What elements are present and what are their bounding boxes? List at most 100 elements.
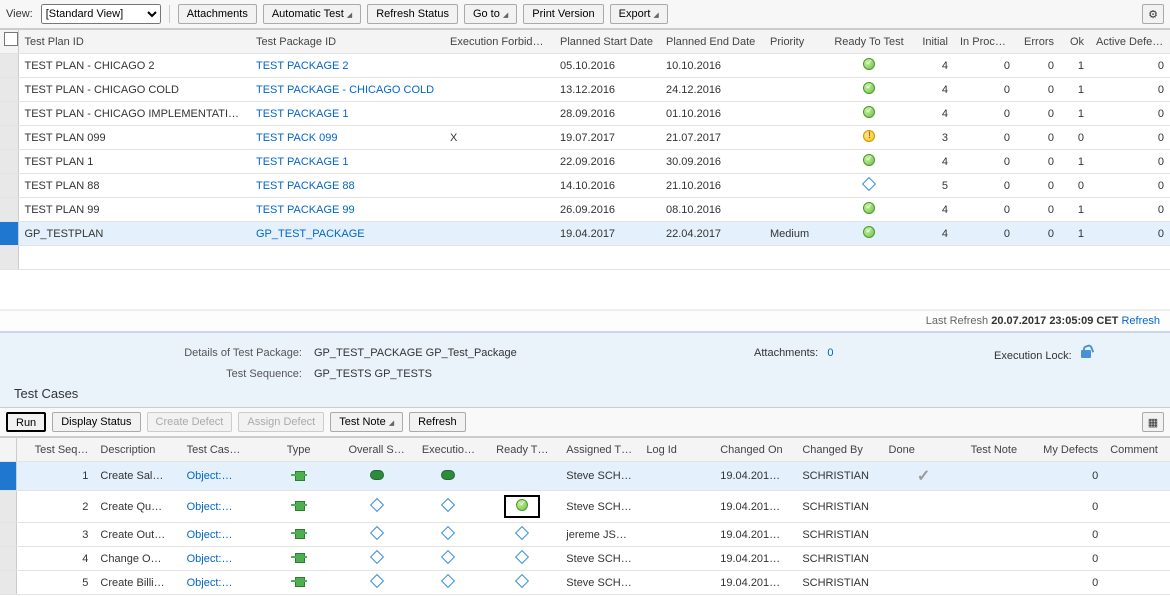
go-to-button[interactable]: Go to: [464, 4, 517, 24]
select-all-icon[interactable]: [0, 30, 18, 54]
cell-errors: 0: [1016, 198, 1060, 222]
cell-tcase[interactable]: Object:…: [181, 571, 257, 595]
row-selector[interactable]: [0, 198, 18, 222]
table-settings-icon[interactable]: ▦: [1142, 412, 1164, 432]
row-selector[interactable]: [0, 462, 16, 491]
cell-changed-on: 19.04.201…: [714, 571, 796, 595]
attachments-button[interactable]: Attachments: [178, 4, 257, 24]
col2-changed-by[interactable]: Changed By: [796, 438, 882, 462]
display-status-button[interactable]: Display Status: [52, 412, 140, 432]
cell-tcase[interactable]: Object:…: [181, 491, 257, 523]
table-row[interactable]: 4Change O…Object:…Steve SCH…19.04.201…SC…: [0, 547, 1170, 571]
cell-tcase[interactable]: Object:…: [181, 523, 257, 547]
row-selector[interactable]: [0, 102, 18, 126]
row-selector[interactable]: [0, 54, 18, 78]
cell-package[interactable]: TEST PACKAGE 2: [250, 54, 444, 78]
cell-package[interactable]: TEST PACKAGE 88: [250, 174, 444, 198]
col2-exec[interactable]: Executio…: [413, 438, 485, 462]
col2-my-defects[interactable]: My Defects: [1034, 438, 1104, 462]
cell-package[interactable]: TEST PACKAGE 1: [250, 150, 444, 174]
test-note-button[interactable]: Test Note: [330, 412, 403, 432]
col2-done[interactable]: Done: [883, 438, 965, 462]
row-selector[interactable]: [0, 78, 18, 102]
refresh-link[interactable]: Refresh: [1121, 315, 1160, 327]
run-button[interactable]: Run: [6, 412, 46, 432]
col2-comment[interactable]: Comment: [1104, 438, 1170, 462]
table-row[interactable]: TEST PLAN - CHICAGO IMPLEMENTATIONTEST P…: [0, 102, 1170, 126]
col2-seq[interactable]: Test Seq…: [16, 438, 94, 462]
col2-tcase[interactable]: Test Cas…: [181, 438, 257, 462]
cell-tcase[interactable]: Object:…: [181, 462, 257, 491]
row-selector[interactable]: [0, 222, 18, 246]
cell-package[interactable]: TEST PACKAGE - CHICAGO COLD: [250, 78, 444, 102]
cell-plan: TEST PLAN 88: [18, 174, 250, 198]
cell-forbidden: X: [444, 126, 554, 150]
col2-type[interactable]: Type: [257, 438, 341, 462]
col-test-package-id[interactable]: Test Package ID: [250, 30, 444, 54]
refresh-button-2[interactable]: Refresh: [409, 412, 466, 432]
ready-diamond-icon: [515, 574, 529, 588]
col-execution-forbidden[interactable]: Execution Forbidden: [444, 30, 554, 54]
table-row[interactable]: TEST PLAN 99TEST PACKAGE 9926.09.201608.…: [0, 198, 1170, 222]
table-row[interactable]: 5Create Billi…Object:…Steve SCH…19.04.20…: [0, 571, 1170, 595]
refresh-bar: Last Refresh 20.07.2017 23:05:09 CET Ref…: [0, 310, 1170, 331]
table-row[interactable]: TEST PLAN 099TEST PACK 099X19.07.201721.…: [0, 126, 1170, 150]
details-section: Details of Test Package: GP_TEST_PACKAGE…: [0, 331, 1170, 407]
cell-tcase[interactable]: Object:…: [181, 547, 257, 571]
table-row[interactable]: TEST PLAN 1TEST PACKAGE 122.09.201630.09…: [0, 150, 1170, 174]
col2-overall[interactable]: Overall S…: [341, 438, 413, 462]
row-selector[interactable]: [0, 523, 16, 547]
cell-priority: [764, 78, 824, 102]
col-errors[interactable]: Errors: [1016, 30, 1060, 54]
col2-ready[interactable]: Ready T…: [484, 438, 560, 462]
row-selector[interactable]: [0, 547, 16, 571]
table-row[interactable]: TEST PLAN - CHICAGO COLDTEST PACKAGE - C…: [0, 78, 1170, 102]
table-row[interactable]: 1Create Sal…Object:…Steve SCH…19.04.201……: [0, 462, 1170, 491]
table-row[interactable]: TEST PLAN - CHICAGO 2TEST PACKAGE 205.10…: [0, 54, 1170, 78]
row-selector[interactable]: [0, 174, 18, 198]
col-active-defects[interactable]: Active Defects: [1090, 30, 1170, 54]
refresh-status-button[interactable]: Refresh Status: [367, 4, 458, 24]
cell-package[interactable]: GP_TEST_PACKAGE: [250, 222, 444, 246]
col-test-plan-id[interactable]: Test Plan ID: [18, 30, 250, 54]
cell-ok: 1: [1060, 222, 1090, 246]
lock-icon[interactable]: [1078, 343, 1094, 359]
col2-changed-on[interactable]: Changed On: [714, 438, 796, 462]
col-priority[interactable]: Priority: [764, 30, 824, 54]
table-row[interactable]: 3Create Out…Object:…jereme JS…19.04.201……: [0, 523, 1170, 547]
table-row[interactable]: GP_TESTPLANGP_TEST_PACKAGE19.04.201722.0…: [0, 222, 1170, 246]
col2-test-note[interactable]: Test Note: [965, 438, 1035, 462]
cell-package[interactable]: TEST PACKAGE 99: [250, 198, 444, 222]
col2-desc[interactable]: Description: [94, 438, 180, 462]
col-planned-start[interactable]: Planned Start Date: [554, 30, 660, 54]
process-icon: [291, 575, 307, 587]
settings-icon[interactable]: ⚙: [1142, 4, 1164, 24]
cell-package[interactable]: TEST PACKAGE 1: [250, 102, 444, 126]
attachments-count[interactable]: 0: [827, 347, 833, 359]
row-selector[interactable]: [0, 150, 18, 174]
col-in-process[interactable]: In Process: [954, 30, 1016, 54]
cell-errors: 0: [1016, 150, 1060, 174]
col2-logid[interactable]: Log Id: [640, 438, 714, 462]
cell-changed-on: 19.04.201…: [714, 462, 796, 491]
col-ready-to-test[interactable]: Ready To Test: [824, 30, 914, 54]
col2-assigned[interactable]: Assigned T…: [560, 438, 640, 462]
row-selector[interactable]: [0, 491, 16, 523]
cell-ready: [484, 571, 560, 595]
cell-package[interactable]: TEST PACK 099: [250, 126, 444, 150]
table-row[interactable]: 2Create Qu…Object:…Steve SCH…19.04.201…S…: [0, 491, 1170, 523]
cell-changed-on: 19.04.201…: [714, 523, 796, 547]
export-button[interactable]: Export: [610, 4, 668, 24]
col-ok[interactable]: Ok: [1060, 30, 1090, 54]
col-planned-end[interactable]: Planned End Date: [660, 30, 764, 54]
print-version-button[interactable]: Print Version: [523, 4, 603, 24]
cell-plan: TEST PLAN 1: [18, 150, 250, 174]
row-selector[interactable]: [0, 571, 16, 595]
view-select[interactable]: [Standard View]: [41, 4, 161, 24]
automatic-test-button[interactable]: Automatic Test: [263, 4, 361, 24]
table-row[interactable]: TEST PLAN 88TEST PACKAGE 8814.10.201621.…: [0, 174, 1170, 198]
cell-overall: [341, 491, 413, 523]
col-initial[interactable]: Initial: [914, 30, 954, 54]
ready-warn-icon: [863, 130, 875, 142]
row-selector[interactable]: [0, 126, 18, 150]
